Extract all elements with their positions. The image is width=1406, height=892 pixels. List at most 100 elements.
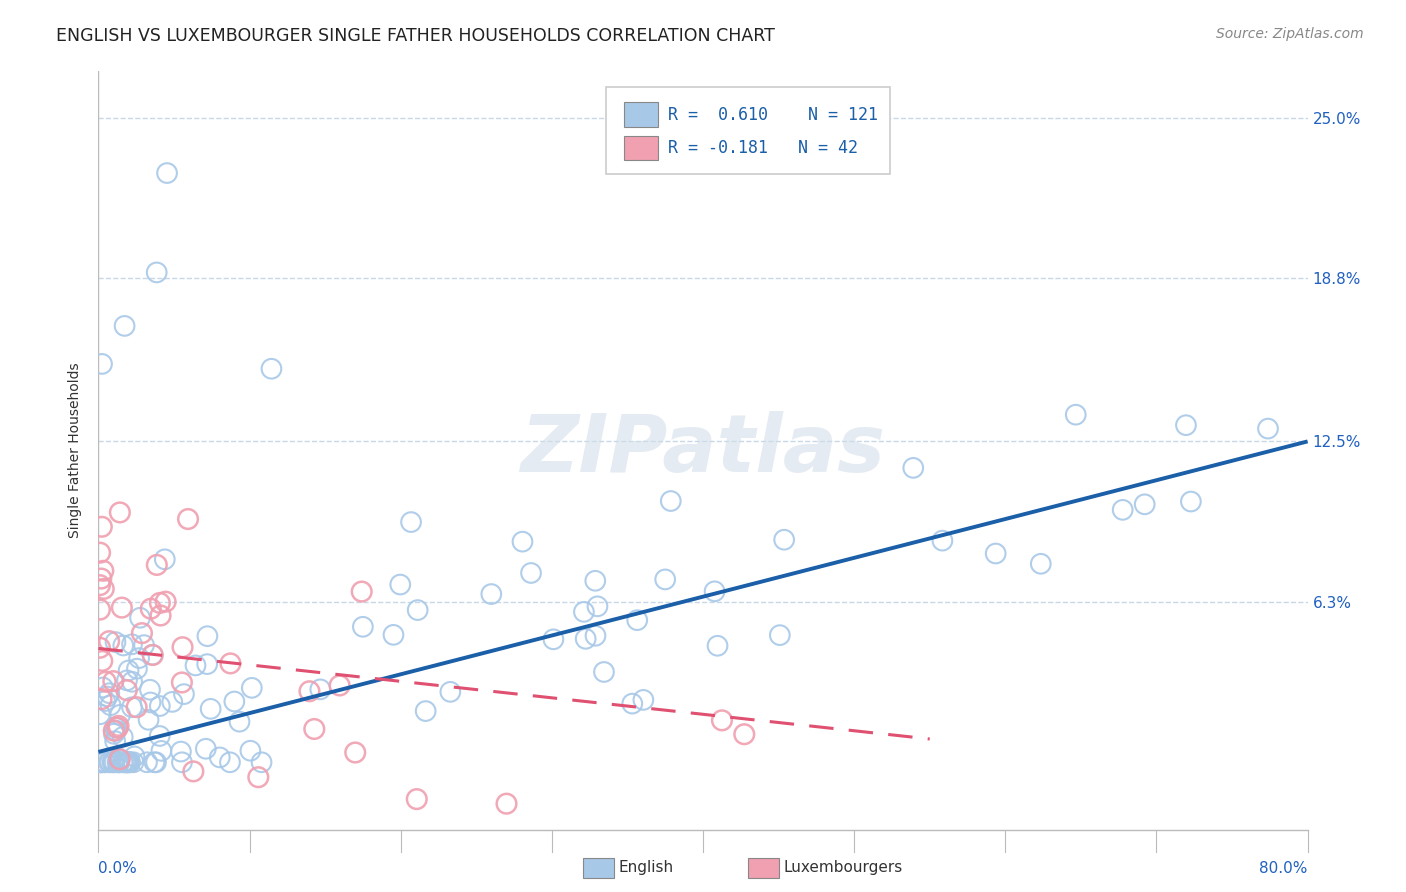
- Point: [170, 756, 193, 770]
- Point: [228, 714, 250, 729]
- Point: [382, 628, 405, 642]
- Point: [172, 640, 194, 655]
- Point: [1111, 503, 1133, 517]
- Point: [329, 678, 352, 692]
- Point: [121, 700, 143, 714]
- Point: [108, 752, 131, 766]
- Point: [91, 681, 114, 695]
- Point: [352, 620, 374, 634]
- Point: [219, 756, 242, 770]
- Point: [129, 611, 152, 625]
- Text: R =  0.610    N = 121: R = 0.610 N = 121: [668, 105, 877, 124]
- Point: [142, 648, 165, 662]
- Point: [479, 587, 502, 601]
- Point: [115, 683, 138, 698]
- Text: R = -0.181   N = 42: R = -0.181 N = 42: [668, 139, 858, 157]
- Point: [108, 505, 131, 519]
- Point: [117, 756, 139, 770]
- Point: [143, 756, 166, 770]
- Point: [149, 729, 172, 743]
- Point: [512, 534, 534, 549]
- Point: [114, 756, 136, 770]
- Point: [170, 675, 193, 690]
- Point: [114, 756, 136, 770]
- Point: [90, 756, 112, 770]
- Point: [626, 613, 648, 627]
- Point: [112, 639, 135, 653]
- Point: [91, 357, 114, 371]
- Point: [1180, 494, 1202, 508]
- Point: [585, 629, 607, 643]
- Point: [405, 792, 427, 806]
- Text: Source: ZipAtlas.com: Source: ZipAtlas.com: [1216, 27, 1364, 41]
- Point: [710, 714, 733, 728]
- Point: [111, 600, 134, 615]
- Point: [89, 546, 111, 560]
- Point: [118, 756, 141, 770]
- Point: [117, 756, 139, 770]
- Point: [200, 702, 222, 716]
- Point: [103, 674, 125, 689]
- Point: [139, 696, 162, 710]
- Point: [139, 601, 162, 615]
- Point: [121, 637, 143, 651]
- FancyBboxPatch shape: [624, 103, 658, 127]
- Point: [184, 658, 207, 673]
- Y-axis label: Single Father Households: Single Father Households: [69, 363, 83, 538]
- Point: [104, 734, 127, 748]
- Point: [309, 682, 332, 697]
- Point: [132, 638, 155, 652]
- Point: [903, 461, 925, 475]
- Point: [173, 687, 195, 701]
- Point: [931, 533, 953, 548]
- Point: [94, 694, 117, 708]
- Point: [162, 695, 184, 709]
- Point: [145, 756, 167, 770]
- Point: [89, 707, 111, 722]
- Point: [586, 599, 609, 614]
- Point: [149, 699, 172, 714]
- Point: [240, 681, 263, 695]
- Point: [219, 657, 242, 671]
- Point: [138, 713, 160, 727]
- Point: [91, 654, 114, 668]
- Point: [572, 605, 595, 619]
- Point: [131, 626, 153, 640]
- Point: [621, 697, 644, 711]
- Point: [98, 686, 121, 700]
- Point: [195, 657, 218, 672]
- Point: [769, 628, 792, 642]
- Point: [593, 665, 616, 679]
- Point: [139, 682, 162, 697]
- Point: [112, 756, 135, 770]
- Point: [239, 744, 262, 758]
- Point: [136, 756, 159, 770]
- Point: [105, 723, 128, 738]
- Point: [177, 512, 200, 526]
- Point: [304, 722, 326, 736]
- Point: [107, 721, 129, 735]
- Point: [91, 564, 114, 578]
- Point: [90, 572, 112, 586]
- Point: [117, 664, 139, 678]
- Point: [703, 584, 725, 599]
- Point: [103, 727, 125, 741]
- Point: [399, 515, 422, 529]
- Point: [141, 648, 163, 662]
- Point: [1029, 557, 1052, 571]
- Point: [149, 596, 172, 610]
- Point: [583, 574, 606, 588]
- Point: [98, 634, 121, 648]
- Text: 80.0%: 80.0%: [1260, 861, 1308, 876]
- Point: [344, 746, 367, 760]
- Point: [389, 577, 412, 591]
- Point: [733, 727, 755, 741]
- Point: [104, 635, 127, 649]
- Point: [108, 752, 131, 766]
- Point: [156, 166, 179, 180]
- Point: [654, 573, 676, 587]
- Point: [107, 756, 129, 770]
- Text: ENGLISH VS LUXEMBOURGER SINGLE FATHER HOUSEHOLDS CORRELATION CHART: ENGLISH VS LUXEMBOURGER SINGLE FATHER HO…: [56, 27, 775, 45]
- FancyBboxPatch shape: [624, 136, 658, 160]
- Point: [104, 756, 127, 770]
